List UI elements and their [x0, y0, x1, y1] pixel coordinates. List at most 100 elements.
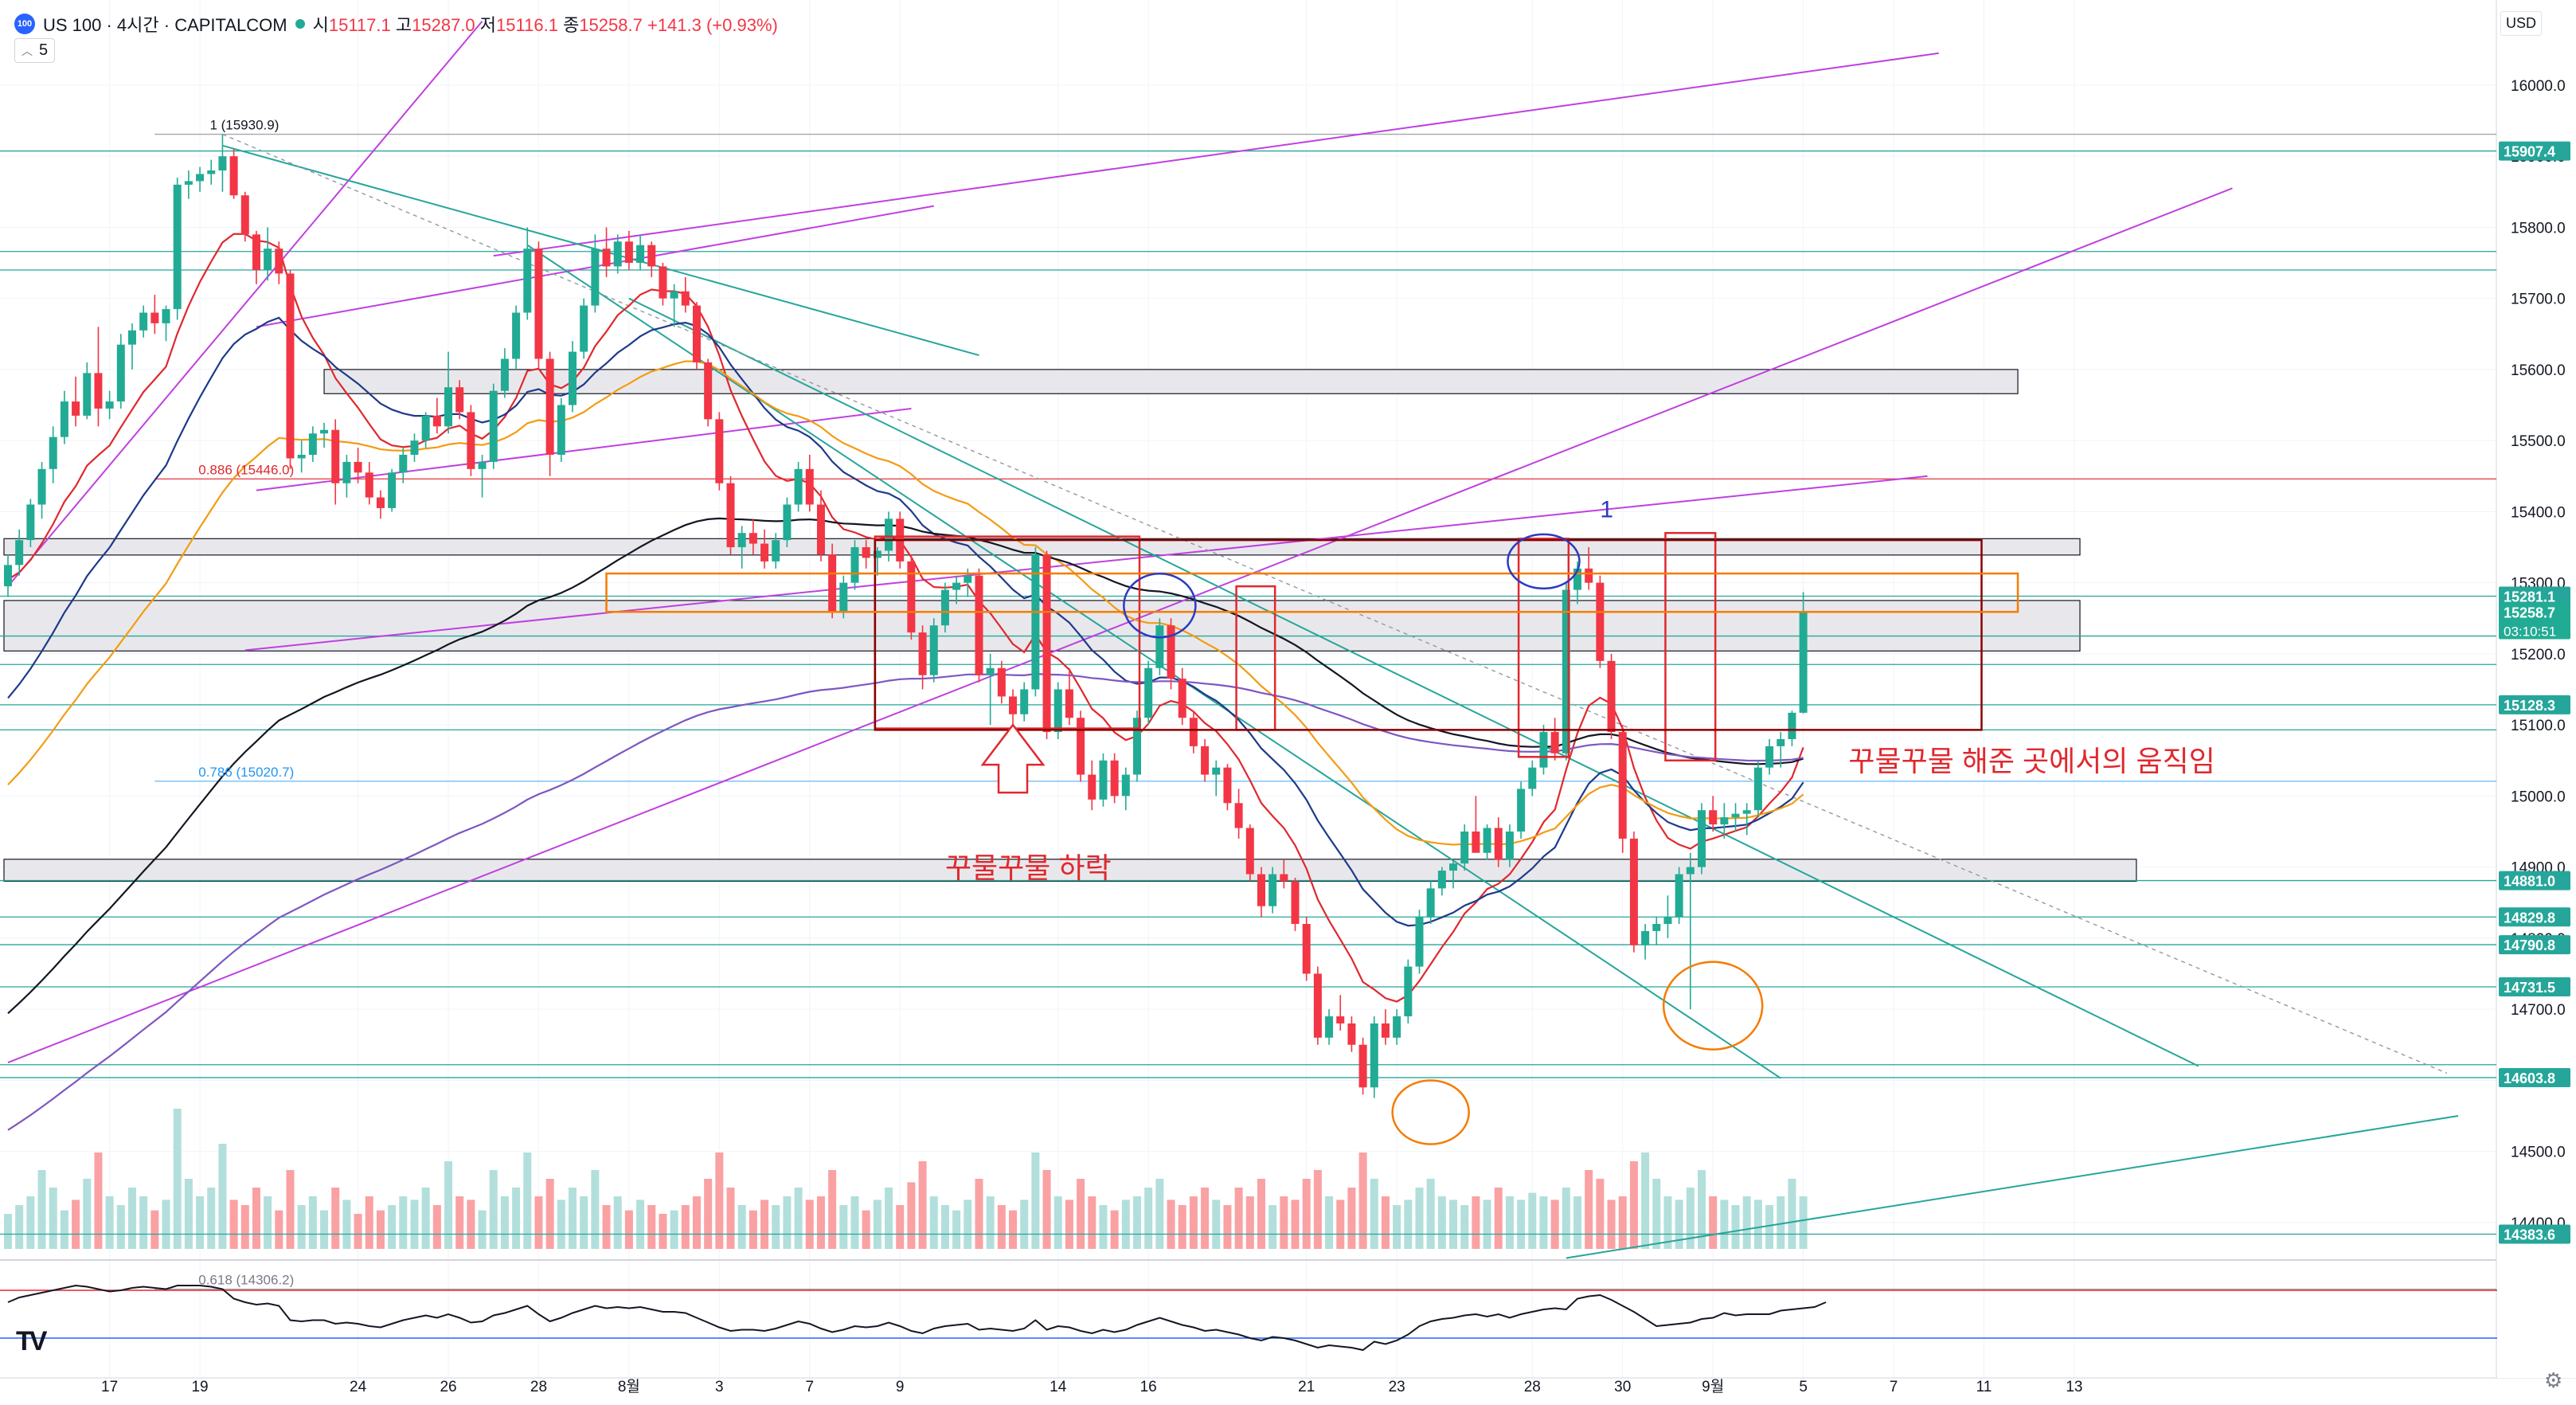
candle-body [1031, 554, 1040, 690]
candle-body [297, 455, 306, 459]
volume-bar [432, 1205, 441, 1249]
volume-bar [1212, 1200, 1221, 1249]
candle-body [105, 401, 114, 409]
candle-body [139, 312, 148, 331]
candles [4, 134, 1808, 1098]
volume-bar [839, 1205, 848, 1249]
volume-bar [1528, 1192, 1537, 1249]
volume-bar [1325, 1196, 1334, 1249]
currency-selector[interactable]: USD [2500, 11, 2543, 36]
volume-bar [1088, 1196, 1096, 1249]
candle-body [1313, 973, 1322, 1038]
time-tick-label: 28 [1524, 1379, 1541, 1395]
orange-circle [1662, 961, 1764, 1051]
candle-body [1167, 625, 1175, 679]
candle-body [726, 483, 735, 548]
candle-body [1618, 732, 1627, 839]
candle-body [478, 461, 487, 469]
moving-average-line [7, 316, 1804, 927]
candle-body [1358, 1044, 1367, 1088]
candle-body [613, 241, 622, 267]
volume-bar [783, 1196, 792, 1249]
candle-body [512, 312, 521, 359]
candle-body [1065, 689, 1073, 718]
volume-bar [500, 1196, 509, 1249]
volume-bar [320, 1210, 329, 1249]
volume-bar [737, 1205, 746, 1249]
candle-body [1539, 732, 1548, 768]
price-tick-label: 15100.0 [2511, 718, 2566, 734]
volume-bar [1009, 1210, 1018, 1249]
candle-body [1494, 828, 1503, 860]
volume-bar [1753, 1200, 1762, 1249]
price-label-tag [2499, 1067, 2570, 1087]
volume-bar [749, 1210, 757, 1249]
candle-body [737, 533, 746, 548]
candle-body [207, 170, 216, 174]
moving-average-line [7, 672, 1804, 1131]
candle-body [354, 461, 362, 473]
candle-body [1336, 1016, 1345, 1023]
candle-body [184, 181, 193, 185]
low-value: 15116.1 [496, 15, 558, 35]
highlight-box [1517, 538, 1570, 758]
volume-bar [557, 1200, 565, 1249]
candle-body [331, 429, 340, 483]
market-status-icon [295, 19, 305, 29]
candle-body [1641, 930, 1650, 945]
change-value: +141.3 (+0.93%) [647, 15, 778, 35]
candle-body [388, 472, 397, 508]
volume-bar [1494, 1188, 1503, 1249]
volume-bar [1472, 1196, 1480, 1249]
candle-body [569, 351, 577, 405]
volume-bar [83, 1179, 92, 1249]
candle-body [399, 455, 408, 473]
volume-bar [1698, 1170, 1706, 1249]
tradingview-logo-icon[interactable]: TV [16, 1326, 48, 1356]
candle-body [150, 312, 159, 323]
candle-body [37, 468, 46, 505]
volume-bars [4, 1109, 1808, 1249]
gear-icon[interactable]: ⚙ [2544, 1368, 2563, 1392]
indicator-toggle[interactable]: ︿ 5 [14, 38, 56, 63]
candle-body [1607, 660, 1616, 733]
annotation-label-1: 1 [1600, 497, 1613, 523]
volume-bar [1189, 1196, 1198, 1249]
time-tick-label: 26 [440, 1379, 456, 1395]
close-value: 15258.7 [579, 15, 643, 35]
price-label-tag [2499, 907, 2570, 927]
volume-bar [173, 1109, 182, 1249]
sr-zone [3, 859, 2137, 883]
price-label-tag [2499, 141, 2570, 161]
candle-body [1585, 568, 1593, 583]
volume-bar [1686, 1188, 1695, 1249]
candle-body [997, 667, 1006, 697]
candle-body [783, 504, 792, 541]
chevron-up-icon: ︿ [21, 44, 33, 57]
symbol-title[interactable]: US 100 · 4시간 · CAPITALCOM [43, 15, 287, 35]
trend-lines [7, 20, 2459, 1259]
price-tick-label: 15500.0 [2511, 433, 2566, 450]
candle-body [692, 305, 701, 362]
volume-bar [26, 1196, 35, 1249]
volume-bar [1404, 1200, 1413, 1249]
candle-body [240, 195, 249, 235]
symbol-legend: 100 US 100 · 4시간 · CAPITALCOM 시15117.1 고… [14, 11, 778, 37]
candle-body [60, 401, 68, 437]
price-label-text: 15907.4 [2504, 144, 2555, 160]
volume-bar [1381, 1196, 1390, 1249]
high-value: 15287.0 [412, 15, 475, 35]
volume-bar [252, 1188, 260, 1249]
candle-body [1788, 712, 1796, 739]
candle-body [1381, 1023, 1390, 1038]
volume-bar [862, 1210, 870, 1249]
candle-body [907, 561, 916, 633]
volume-bar [229, 1200, 238, 1249]
candle-body [681, 291, 690, 306]
volume-bar [1178, 1205, 1186, 1249]
moving-average-line [7, 360, 1804, 846]
volume-bar [1618, 1196, 1627, 1249]
